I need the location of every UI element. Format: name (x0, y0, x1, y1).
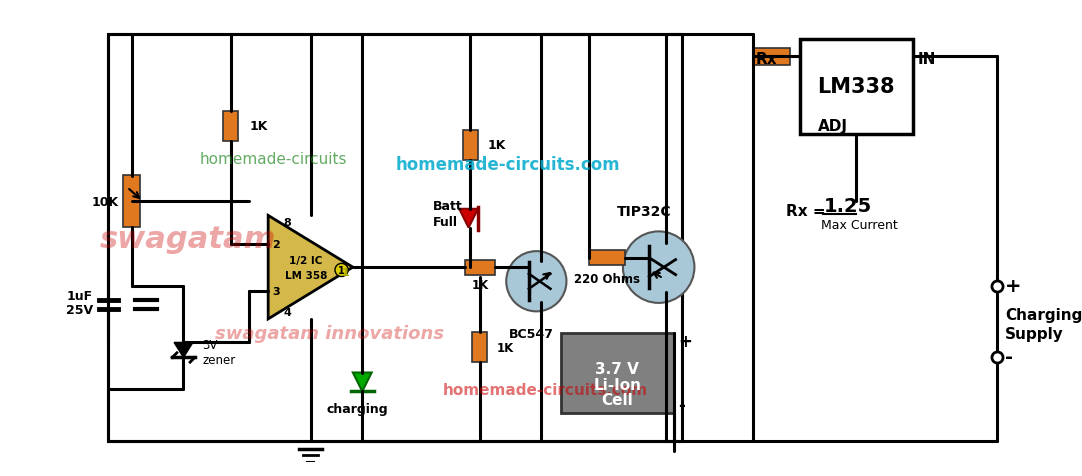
Text: Full: Full (433, 216, 458, 229)
Text: Supply: Supply (1005, 326, 1064, 341)
Text: 8: 8 (283, 218, 291, 228)
Text: homemade-circuits.com: homemade-circuits.com (444, 382, 648, 397)
Text: 1/2 IC: 1/2 IC (289, 255, 322, 265)
Text: swagatam innovations: swagatam innovations (214, 324, 444, 342)
Text: 3.7 V: 3.7 V (595, 361, 639, 376)
Text: charging: charging (327, 402, 388, 415)
Text: 10K: 10K (92, 195, 119, 208)
Polygon shape (174, 343, 193, 358)
Text: +: + (678, 332, 692, 350)
Text: 25V: 25V (66, 303, 93, 317)
Text: IN: IN (918, 51, 936, 67)
Text: homemade-circuits: homemade-circuits (199, 152, 346, 167)
Text: Batt: Batt (433, 200, 463, 213)
FancyBboxPatch shape (589, 251, 624, 266)
Text: Rx: Rx (756, 51, 778, 67)
FancyBboxPatch shape (465, 260, 494, 275)
Text: +: + (1005, 277, 1021, 296)
Text: 220 Ohms: 220 Ohms (573, 272, 639, 285)
Text: 1K: 1K (497, 341, 514, 354)
Polygon shape (459, 209, 478, 228)
Text: 4: 4 (283, 307, 291, 317)
FancyBboxPatch shape (473, 332, 487, 362)
Text: LM 358: LM 358 (285, 270, 327, 280)
Text: Rx =: Rx = (786, 204, 831, 219)
Text: TIP32C: TIP32C (617, 204, 672, 218)
Text: homemade-circuits.com: homemade-circuits.com (396, 155, 620, 173)
Polygon shape (268, 216, 353, 319)
FancyBboxPatch shape (800, 40, 913, 134)
Text: 1.25: 1.25 (823, 197, 872, 216)
FancyBboxPatch shape (463, 130, 478, 160)
Text: 1: 1 (339, 266, 345, 276)
Text: Max Current: Max Current (821, 219, 898, 232)
FancyBboxPatch shape (223, 112, 238, 142)
Text: Li-Ion: Li-Ion (593, 377, 642, 392)
Text: 3: 3 (272, 286, 279, 296)
Circle shape (623, 232, 695, 303)
Text: 1K: 1K (472, 278, 488, 291)
Polygon shape (353, 373, 372, 392)
Text: Cell: Cell (602, 392, 633, 407)
Text: -: - (1005, 347, 1013, 366)
Text: 1K: 1K (249, 120, 267, 133)
Circle shape (335, 264, 348, 277)
Text: 1: 1 (342, 268, 349, 277)
FancyBboxPatch shape (753, 49, 790, 66)
FancyBboxPatch shape (560, 333, 674, 413)
Text: BC547: BC547 (510, 327, 554, 340)
Text: 1K: 1K (487, 139, 505, 152)
Text: 3V
zener: 3V zener (202, 338, 236, 366)
Text: 2: 2 (272, 239, 279, 249)
FancyBboxPatch shape (123, 176, 141, 228)
Text: Charging: Charging (1005, 307, 1082, 322)
Circle shape (506, 252, 567, 312)
Text: 1uF: 1uF (67, 289, 93, 302)
Text: -: - (678, 397, 685, 415)
Text: swagatam: swagatam (100, 225, 276, 254)
Text: ADJ: ADJ (818, 119, 847, 134)
Text: LM338: LM338 (818, 77, 895, 97)
